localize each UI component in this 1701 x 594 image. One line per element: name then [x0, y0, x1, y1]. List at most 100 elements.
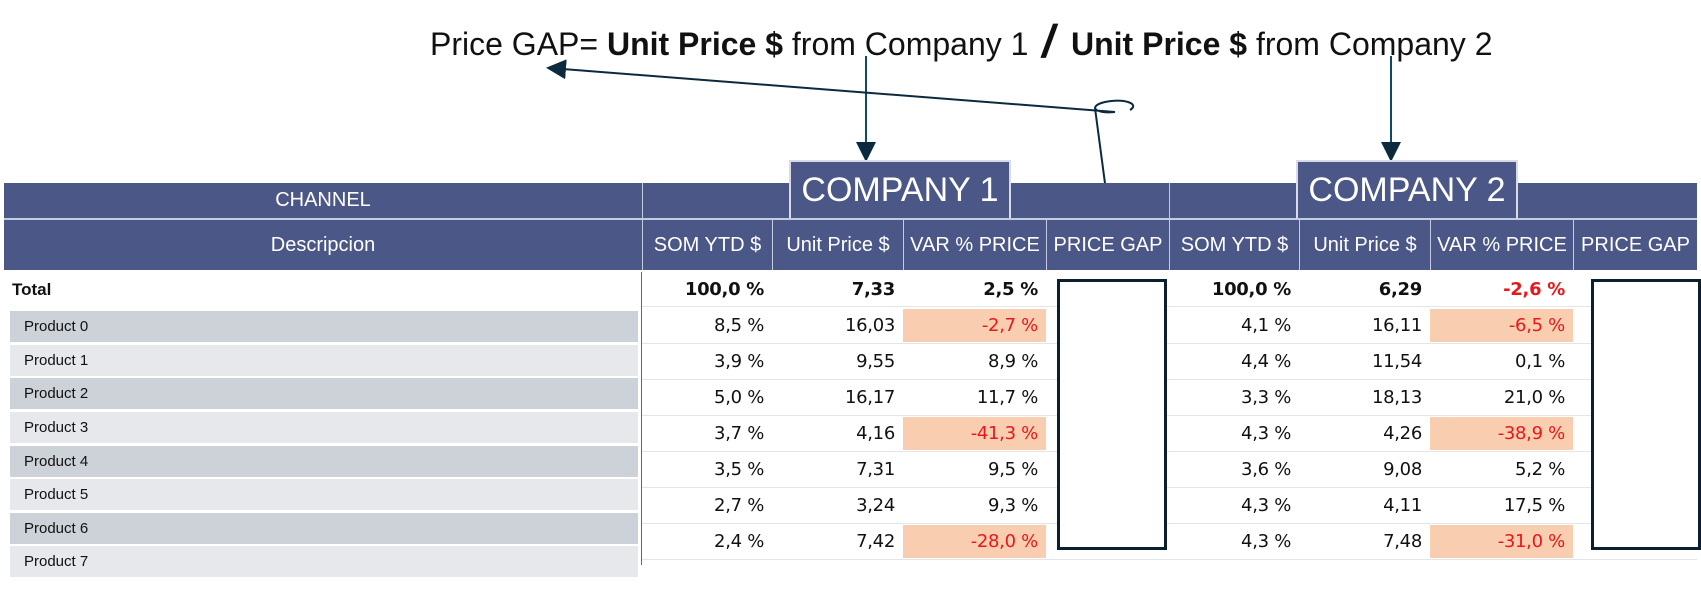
- product-row-label: Product 1: [10, 345, 638, 376]
- r6-c1-price: 7,42: [856, 531, 895, 552]
- r4-c2-var: 5,2 %: [1515, 459, 1565, 480]
- arrow-loop-to-formula: [546, 59, 1135, 114]
- col-label: PRICE GAP: [1053, 233, 1163, 256]
- col-label: VAR % PRICE: [1437, 233, 1567, 256]
- r2-c2-var: 21,0 %: [1503, 387, 1565, 408]
- r1-c2-var: 0,1 %: [1515, 351, 1565, 372]
- r3-c2-var: -38,9 %: [1430, 417, 1573, 450]
- r2-c1-price: 16,17: [844, 387, 895, 408]
- r4-c2-som: 3,6 %: [1241, 459, 1291, 480]
- company2-name: COMPANY 2: [1308, 170, 1506, 209]
- r0-c2-price: 16,11: [1371, 315, 1422, 336]
- r5-c2-var: 17,5 %: [1503, 495, 1565, 516]
- r2-c2-price: 18,13: [1371, 387, 1422, 408]
- col-header-c1-gap: PRICE GAP: [1046, 220, 1169, 270]
- total-c2-som: 100,0 %: [1211, 279, 1291, 300]
- product-row-label: Product 4: [10, 446, 638, 477]
- company2-header: COMPANY 2: [1296, 160, 1518, 218]
- r1-c1-price: 9,55: [856, 351, 895, 372]
- col-label: SOM YTD $: [653, 233, 762, 256]
- col-label: VAR % PRICE: [910, 233, 1040, 256]
- col-header-c1-var: VAR % PRICE: [903, 220, 1046, 270]
- product-row-label: Product 3: [10, 412, 638, 443]
- r3-c2-price: 4,26: [1383, 423, 1422, 444]
- col-label: PRICE GAP: [1581, 233, 1690, 256]
- r1-c2-price: 11,54: [1371, 351, 1422, 372]
- r5-c1-price: 3,24: [856, 495, 895, 516]
- col-label: SOM YTD $: [1180, 233, 1289, 256]
- r5-c1-var: 9,3 %: [988, 495, 1038, 516]
- r1-c1-var: 8,9 %: [988, 351, 1038, 372]
- total-c1-price: 7,33: [851, 279, 896, 300]
- r6-c2-som: 4,3 %: [1241, 531, 1291, 552]
- r3-c1-som: 3,7 %: [714, 423, 764, 444]
- product-row-label: Product 0: [10, 311, 638, 342]
- r5-c2-som: 4,3 %: [1241, 495, 1291, 516]
- product-row-label: Product 2: [10, 378, 638, 409]
- r0-c1-som: 8,5 %: [714, 315, 764, 336]
- row-divider: [642, 343, 1697, 344]
- company1-header: COMPANY 1: [789, 160, 1011, 218]
- price-gap-formula: Price GAP= Unit Price $ from Company 1 /…: [430, 15, 1680, 67]
- r0-c2-var: -6,5 %: [1430, 309, 1573, 342]
- channel-header: CHANNEL: [4, 183, 642, 218]
- row-divider: [642, 415, 1697, 416]
- r5-c2-price: 4,11: [1383, 495, 1422, 516]
- col-header-c2-price: Unit Price $: [1299, 220, 1430, 270]
- col-header-c2-var: VAR % PRICE: [1430, 220, 1573, 270]
- total-c2-var: -2,6 %: [1503, 279, 1565, 300]
- col-label: Unit Price $: [1313, 233, 1417, 256]
- product-row-label: Product 7: [10, 546, 638, 577]
- row-divider: [642, 559, 1697, 560]
- total-c2-price: 6,29: [1378, 279, 1423, 300]
- r3-c2-som: 4,3 %: [1241, 423, 1291, 444]
- col-header-c1-price: Unit Price $: [772, 220, 903, 270]
- r3-c1-price: 4,16: [856, 423, 895, 444]
- r5-c1-som: 2,7 %: [714, 495, 764, 516]
- row-divider: [642, 487, 1697, 488]
- r1-c2-som: 4,4 %: [1241, 351, 1291, 372]
- r4-c1-price: 7,31: [856, 459, 895, 480]
- label-column-divider: [641, 272, 642, 565]
- r6-c1-som: 2,4 %: [714, 531, 764, 552]
- col-header-c2-som: SOM YTD $: [1169, 220, 1299, 270]
- row-divider: [642, 379, 1697, 380]
- r6-c1-var: -28,0 %: [903, 525, 1046, 558]
- r3-c1-var: -41,3 %: [903, 417, 1046, 450]
- formula-term2-rest: from Company 2: [1247, 26, 1493, 62]
- r4-c1-var: 9,5 %: [988, 459, 1038, 480]
- r4-c1-som: 3,5 %: [714, 459, 764, 480]
- r0-c1-var: -2,7 %: [903, 309, 1046, 342]
- formula-term1-rest: from Company 1: [783, 26, 1029, 62]
- product-row-label: Product 5: [10, 479, 638, 510]
- row-divider: [642, 451, 1697, 452]
- r0-c2-som: 4,1 %: [1241, 315, 1291, 336]
- r2-c1-som: 5,0 %: [714, 387, 764, 408]
- r2-c2-som: 3,3 %: [1241, 387, 1291, 408]
- header-separator: [4, 218, 1697, 220]
- formula-prefix: Price GAP=: [430, 26, 599, 62]
- product-row-label: Product 6: [10, 513, 638, 544]
- formula-term2-bold: Unit Price $: [1071, 26, 1248, 62]
- r1-c1-som: 3,9 %: [714, 351, 764, 372]
- row-divider: [642, 306, 1697, 307]
- col-header-c1-som: SOM YTD $: [642, 220, 772, 270]
- descripcion-header: Descripcion: [4, 220, 642, 270]
- price-gap-box-company2: [1591, 279, 1701, 550]
- r2-c1-var: 11,7 %: [976, 387, 1038, 408]
- total-row-label: Total: [12, 280, 52, 299]
- descripcion-label: Descripcion: [270, 233, 376, 256]
- r6-c2-price: 7,48: [1383, 531, 1422, 552]
- total-c1-var: 2,5 %: [983, 279, 1038, 300]
- col-header-c2-gap: PRICE GAP: [1573, 220, 1697, 270]
- r0-c1-price: 16,03: [844, 315, 895, 336]
- row-divider: [642, 523, 1697, 524]
- col-label: Unit Price $: [786, 233, 890, 256]
- company1-name: COMPANY 1: [801, 170, 999, 209]
- total-c1-som: 100,0 %: [684, 279, 764, 300]
- formula-term1-bold: Unit Price $: [606, 26, 784, 62]
- channel-header-label: CHANNEL: [275, 189, 371, 211]
- r4-c2-price: 9,08: [1383, 459, 1422, 480]
- price-gap-box-company1: [1057, 279, 1167, 550]
- formula-operator: /: [1038, 15, 1061, 67]
